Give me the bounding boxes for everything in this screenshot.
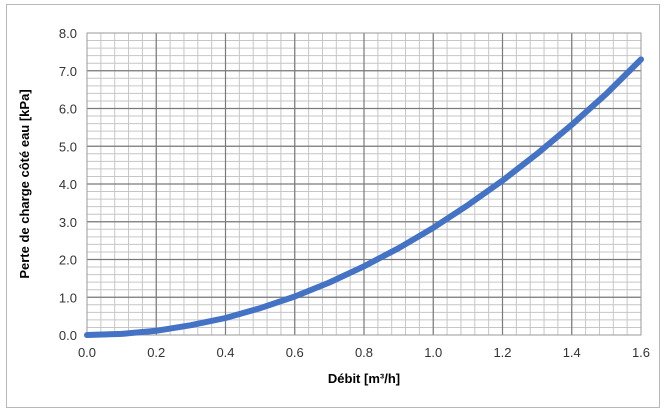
y-tick-label: 6.0 [59,102,77,117]
x-axis-ticks: 0.0 0.2 0.4 0.6 0.8 1.0 1.2 1.4 1.6 [78,345,650,360]
pressure-drop-chart: 0.0 0.2 0.4 0.6 0.8 1.0 1.2 1.4 1.6 0.0 1.0 2.0 3.0… [17,26,650,386]
plot-area [86,32,642,336]
y-tick-label: 2.0 [59,253,77,268]
series-line [84,56,644,338]
y-tick-label: 5.0 [59,139,77,154]
x-tick-label: 0.2 [147,345,165,360]
y-axis-title: Perte de charge côté eau [kPa] [17,89,32,278]
y-tick-label: 8.0 [59,26,77,41]
x-tick-label: 1.6 [632,345,650,360]
chart-frame: 0.0 0.2 0.4 0.6 0.8 1.0 1.2 1.4 1.6 0.0 1.0 2.0 3.0… [6,4,660,408]
series-layer [84,56,644,338]
y-tick-label: 0.0 [59,328,77,343]
y-tick-label: 4.0 [59,177,77,192]
x-tick-label: 1.0 [424,345,442,360]
x-tick-label: 0.4 [216,345,234,360]
y-tick-label: 1.0 [59,290,77,305]
y-tick-label: 3.0 [59,215,77,230]
x-tick-label: 0.6 [286,345,304,360]
x-tick-label: 1.2 [493,345,511,360]
x-axis-title: Débit [m³/h] [328,371,400,386]
y-axis-ticks: 0.0 1.0 2.0 3.0 4.0 5.0 6.0 7.0 8.0 [59,26,77,343]
x-tick-label: 0.8 [355,345,373,360]
x-tick-label: 0.0 [78,345,96,360]
x-tick-label: 1.4 [563,345,581,360]
y-tick-label: 7.0 [59,64,77,79]
